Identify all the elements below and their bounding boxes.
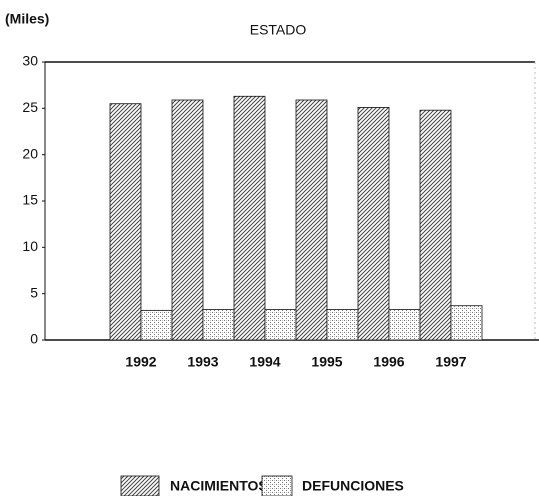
legend-swatch bbox=[261, 475, 293, 496]
y-tick-label: 20 bbox=[22, 145, 38, 161]
bar bbox=[202, 309, 235, 341]
bar bbox=[171, 99, 204, 341]
y-tick-label: 0 bbox=[30, 331, 38, 347]
x-tick-label: 1995 bbox=[311, 354, 342, 370]
y-tick-label: 5 bbox=[30, 284, 38, 300]
x-tick-label: 1992 bbox=[125, 354, 156, 370]
x-tick-label: 1996 bbox=[373, 354, 404, 370]
legend-label: DEFUNCIONES bbox=[302, 478, 404, 494]
legend-swatch bbox=[120, 475, 160, 496]
y-axis-label: (Miles) bbox=[5, 11, 49, 27]
legend-label: NACIMIENTOS bbox=[170, 478, 268, 494]
bar bbox=[326, 309, 359, 341]
bar bbox=[450, 305, 483, 341]
bar bbox=[233, 95, 266, 341]
bar bbox=[388, 309, 421, 341]
x-tick-label: 1993 bbox=[187, 354, 218, 370]
y-tick-label: 25 bbox=[22, 99, 38, 115]
bar bbox=[140, 309, 173, 341]
x-tick-label: 1997 bbox=[435, 354, 466, 370]
bar bbox=[295, 99, 328, 341]
y-tick-label: 10 bbox=[22, 238, 38, 254]
bar bbox=[357, 107, 390, 341]
x-tick-label: 1994 bbox=[249, 354, 280, 370]
bar bbox=[419, 109, 452, 341]
y-tick-label: 15 bbox=[22, 192, 38, 208]
y-tick-label: 30 bbox=[22, 53, 38, 69]
bar bbox=[264, 309, 297, 341]
chart-title: ESTADO bbox=[250, 22, 307, 38]
bar bbox=[109, 103, 142, 341]
